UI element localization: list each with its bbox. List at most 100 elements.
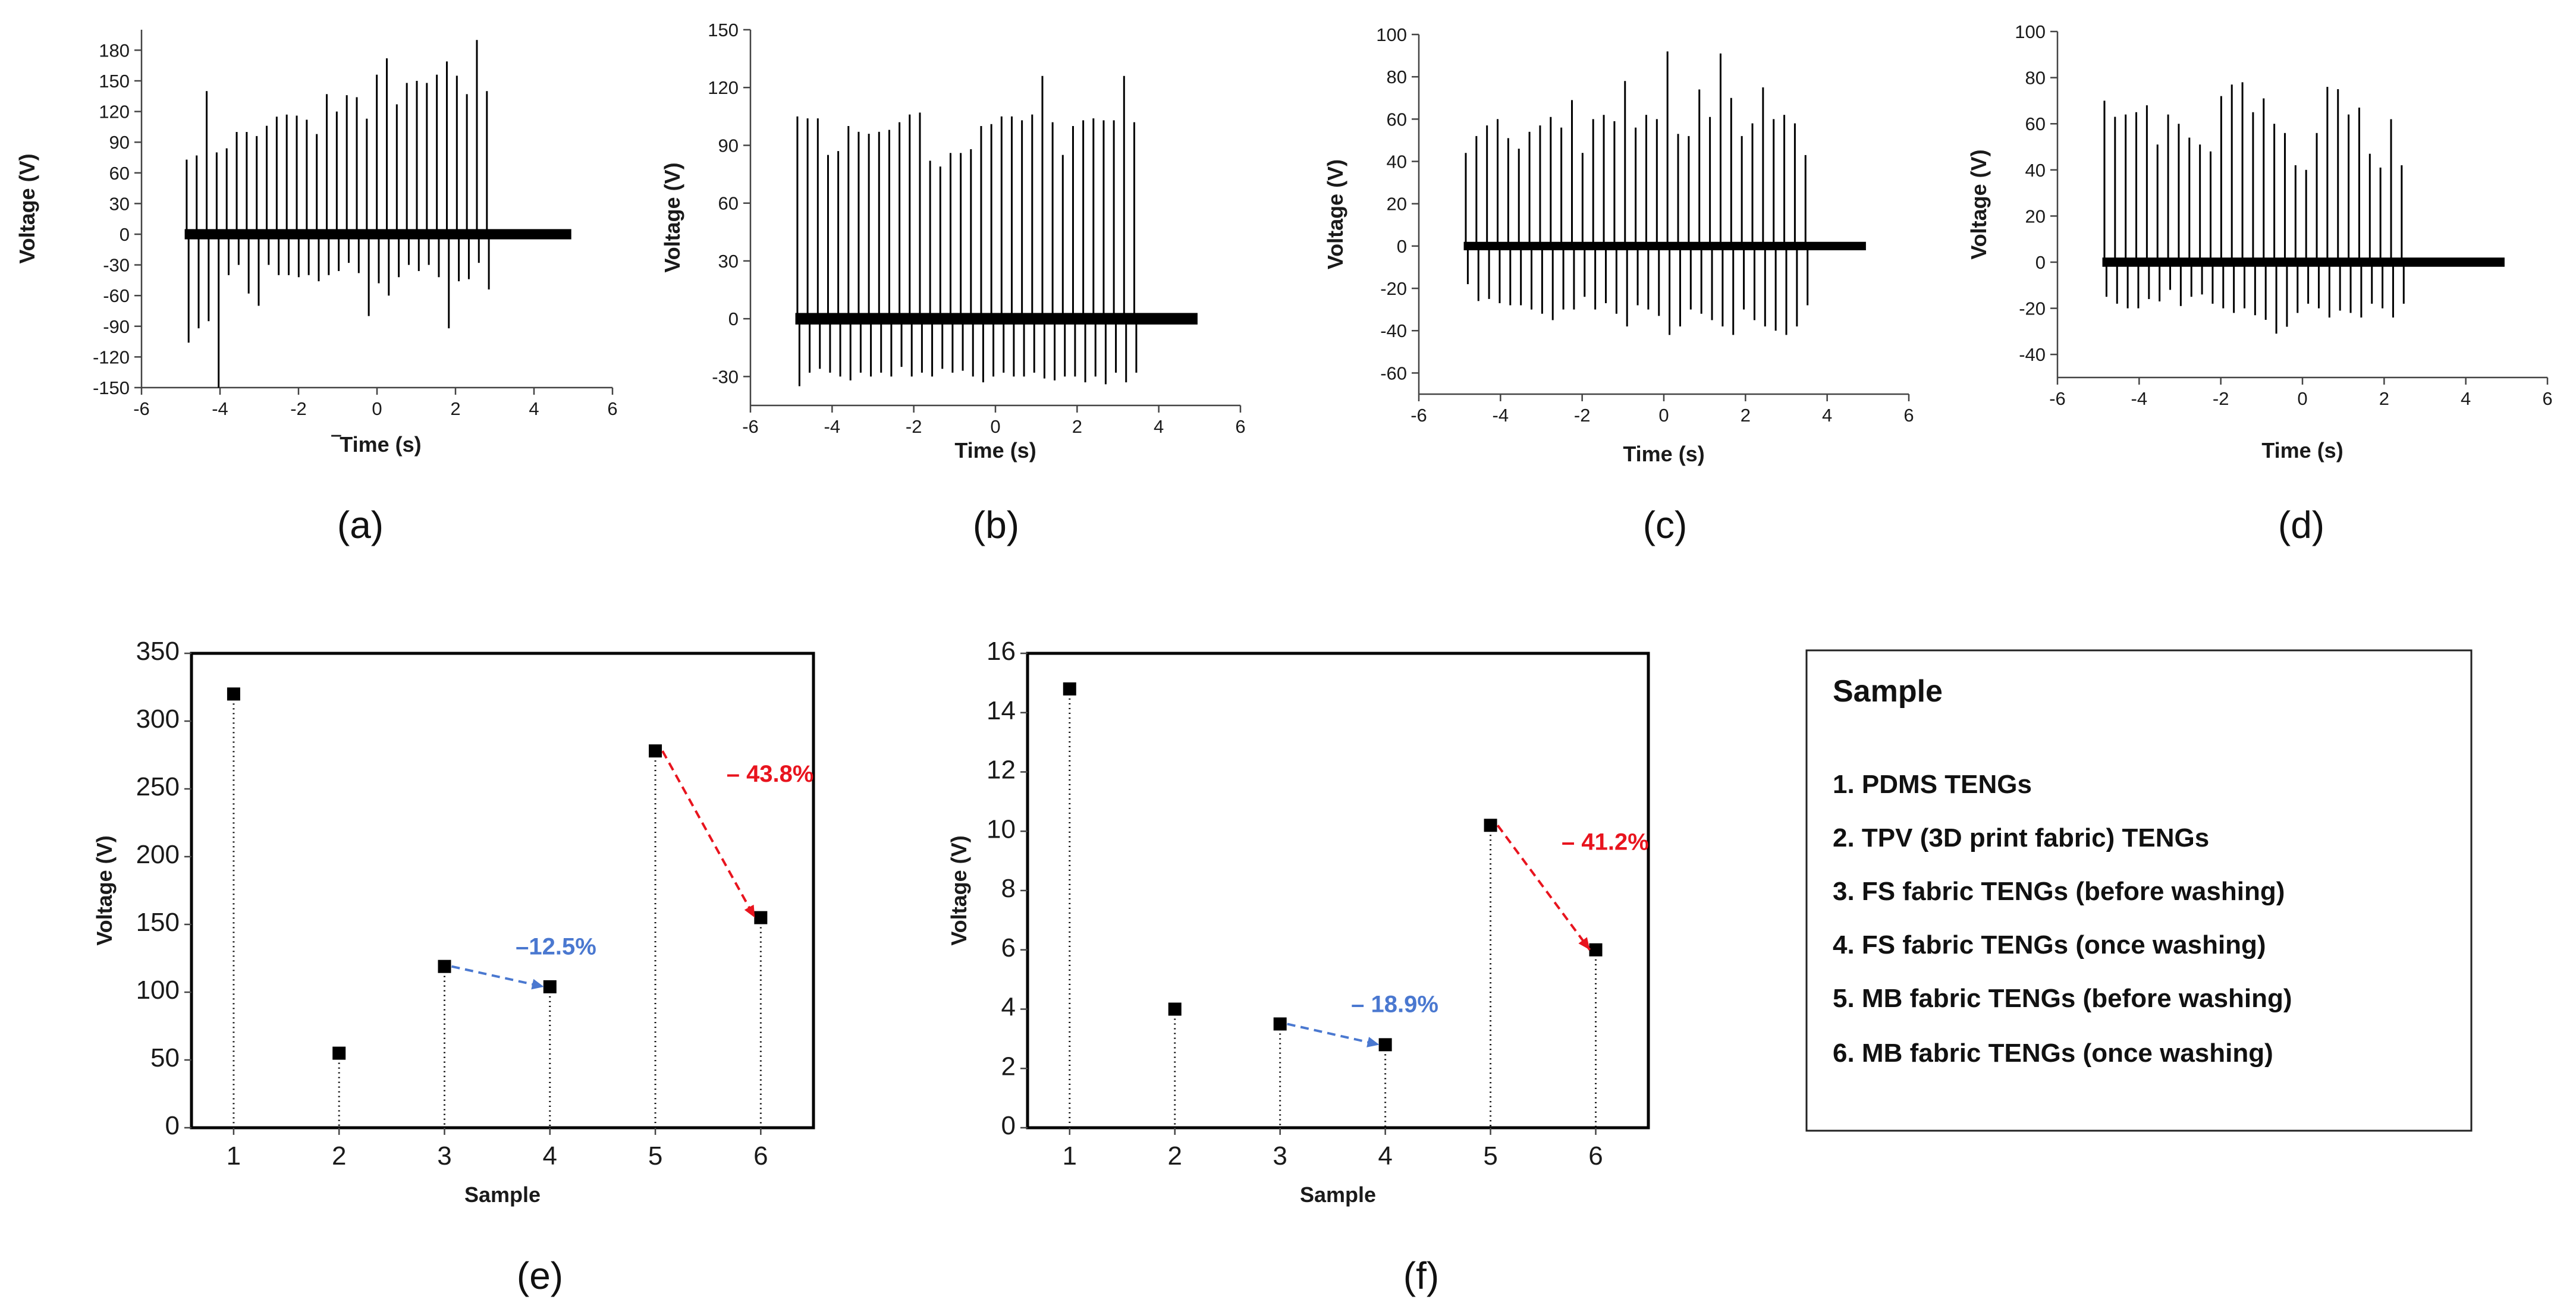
- y-tick-label: 60: [718, 193, 739, 214]
- chart-e: 0 50 100 150 200 250 300 350 1 2 3 4 5 6 Sample Voltage…: [92, 637, 815, 1297]
- y-tick-label: 4: [1001, 993, 1016, 1022]
- y-tick-label: 0: [165, 1111, 180, 1140]
- x-axis-label: Time (s): [2261, 438, 2343, 463]
- y-tick-label: 10: [987, 814, 1016, 844]
- data-point: [1168, 1002, 1182, 1016]
- y-axis-label: Voltage (V): [660, 162, 684, 272]
- y-tick-label: 0: [2035, 252, 2046, 273]
- x-tick-label: 2: [1741, 405, 1751, 426]
- x-axis-label: Time (s): [954, 438, 1036, 463]
- y-tick-label: 90: [718, 135, 739, 156]
- y-tick-label: 100: [1376, 24, 1407, 45]
- baseline-noise: [795, 313, 1198, 325]
- y-axis-label: Voltage (V): [15, 153, 39, 263]
- y-tick-label: -60: [1380, 363, 1407, 383]
- y-tick-label: 0: [1397, 236, 1407, 257]
- x-tick-label: 2: [1167, 1141, 1182, 1171]
- y-tick-label: 350: [136, 637, 180, 666]
- x-tick-label: 6: [2542, 388, 2552, 409]
- legend-item-3: 3. FS fabric TENGs (before washing): [1833, 877, 2285, 906]
- x-tick-label: 4: [543, 1141, 557, 1171]
- panel-label: (c): [1643, 504, 1688, 546]
- legend-item-6: 6. MB fabric TENGs (once washing): [1833, 1039, 2273, 1068]
- y-tick-label: 0: [120, 224, 130, 245]
- x-tick-label: -6: [742, 416, 759, 437]
- chart-b: -30 0 30 60 90 120 150 -6 -4 -2 0 2 4 6 Time (s) Voltag…: [660, 20, 1246, 546]
- panel-label: (d): [2278, 504, 2324, 546]
- x-tick-label: 3: [437, 1141, 451, 1171]
- x-tick-label: 2: [2379, 388, 2389, 409]
- panel-label: (a): [337, 504, 384, 546]
- y-tick-label: 14: [987, 696, 1016, 725]
- x-axis-label: Time (s): [1623, 442, 1704, 466]
- legend-title: Sample: [1833, 674, 1943, 709]
- x-tick-label: 2: [1072, 416, 1082, 437]
- y-tick-label: -60: [103, 285, 130, 306]
- y-tick-label: -30: [712, 366, 739, 387]
- legend-item-1: 1. PDMS TENGs: [1833, 770, 2032, 799]
- legend-item-2: 2. TPV (3D print fabric) TENGs: [1833, 823, 2209, 852]
- y-axis-label: Voltage (V): [1966, 149, 1991, 259]
- y-tick-label: -20: [1380, 278, 1407, 299]
- change-arrow-line: [1287, 1023, 1380, 1046]
- y-tick-label: 120: [708, 77, 739, 98]
- x-tick-label: 2: [332, 1141, 346, 1171]
- y-tick-label: 12: [987, 756, 1016, 785]
- y-axis-label: Voltage (V): [92, 835, 117, 945]
- y-tick-label: -40: [2019, 344, 2046, 365]
- y-tick-label: 20: [1387, 194, 1407, 215]
- y-tick-label: 150: [136, 908, 180, 937]
- x-tick-label: 4: [1822, 405, 1832, 426]
- x-tick-label: -4: [212, 398, 228, 419]
- x-tick-label: 6: [607, 398, 617, 419]
- x-tick-label: 0: [990, 416, 1000, 437]
- change-percent-label: – 43.8%: [727, 761, 814, 787]
- change-arrow-line: [661, 750, 756, 918]
- change-arrow-head: [744, 904, 755, 918]
- y-tick-label: 80: [1387, 67, 1407, 87]
- x-tick-label: 0: [1658, 405, 1669, 426]
- plot-frame: [1026, 652, 1650, 1130]
- y-tick-label: 180: [99, 40, 130, 61]
- y-tick-label: 40: [2025, 160, 2046, 181]
- chart-a: -150 -120 -90 -60 -30 0 30 60 90 120 150 180 -6 -4 -2 0…: [15, 30, 618, 546]
- x-tick-label: 1: [227, 1141, 241, 1171]
- y-tick-label: 250: [136, 772, 180, 801]
- panel-label: (f): [1403, 1254, 1439, 1297]
- y-tick-label: -120: [93, 347, 130, 367]
- x-tick-label: 6: [753, 1141, 768, 1171]
- y-tick-label: 0: [1001, 1111, 1016, 1140]
- x-tick-label: -2: [1574, 405, 1591, 426]
- data-point: [649, 744, 662, 758]
- panel-label: (e): [517, 1254, 563, 1297]
- y-tick-label: 6: [1001, 933, 1016, 962]
- data-point: [227, 687, 240, 701]
- x-tick-label: 4: [2461, 388, 2471, 409]
- data-point: [1484, 819, 1497, 832]
- data-point: [438, 959, 451, 973]
- y-tick-label: -20: [2019, 298, 2046, 319]
- y-tick-label: -90: [103, 316, 130, 337]
- data-point: [754, 911, 768, 924]
- data-point: [1378, 1038, 1392, 1052]
- x-tick-label: 3: [1273, 1141, 1287, 1171]
- panel-label: (b): [973, 504, 1019, 546]
- y-tick-label: 80: [2025, 68, 2046, 89]
- x-tick-label: -6: [1410, 405, 1427, 426]
- y-tick-label: 200: [136, 840, 180, 869]
- y-tick-label: 60: [1387, 109, 1407, 130]
- y-tick-label: -40: [1380, 320, 1407, 341]
- baseline-noise: [2102, 257, 2505, 267]
- change-percent-label: – 41.2%: [1562, 829, 1649, 855]
- x-axis-label: ‾Time (s): [331, 432, 421, 457]
- x-tick-label: 2: [450, 398, 460, 419]
- y-tick-label: 60: [2025, 114, 2046, 134]
- y-tick-label: 50: [150, 1043, 180, 1072]
- change-arrow-head: [1366, 1037, 1380, 1047]
- y-tick-label: 20: [2025, 206, 2046, 226]
